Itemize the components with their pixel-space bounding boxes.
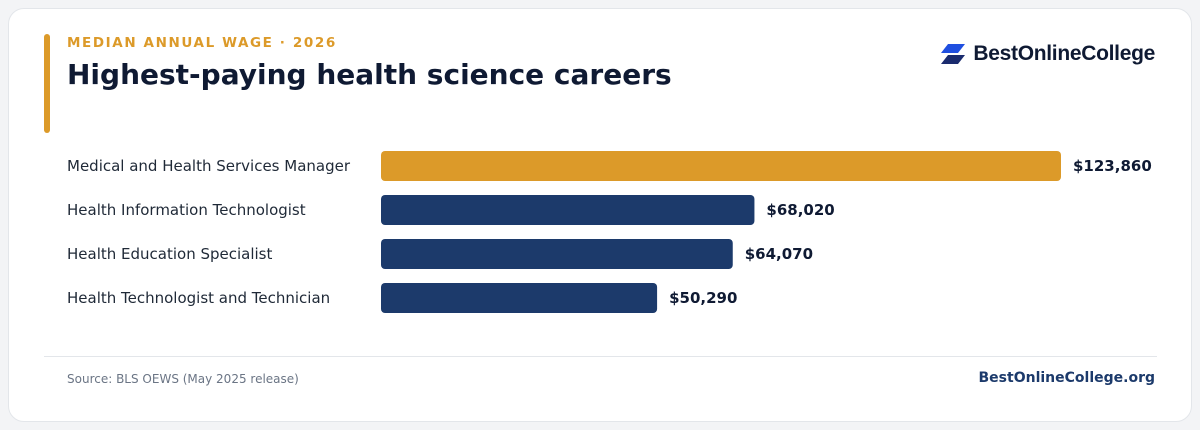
value-label: $64,070 — [745, 245, 813, 263]
bar-chart-svg: Medical and Health Services Manager $123,… — [67, 151, 1152, 313]
bar — [381, 195, 755, 225]
category-label: Health Education Specialist — [67, 245, 272, 263]
eyebrow-label: MEDIAN ANNUAL WAGE · 2026 — [67, 35, 337, 51]
chart-title: Highest-paying health science careers — [67, 58, 672, 91]
accent-bar — [44, 34, 50, 133]
site-link[interactable]: BestOnlineCollege.org — [978, 370, 1155, 386]
bar — [381, 283, 658, 313]
category-label: Health Information Technologist — [67, 201, 306, 219]
bar — [381, 151, 1061, 181]
value-label: $50,290 — [669, 289, 737, 307]
source-note: Source: BLS OEWS (May 2025 release) — [67, 372, 299, 386]
brand-logo: BestOnlineCollege — [941, 40, 1155, 68]
logo-text: BestOnlineCollege — [973, 42, 1155, 65]
bar-chart: Medical and Health Services Manager $123,… — [9, 139, 1193, 329]
footer-divider — [44, 356, 1157, 357]
chart-card: MEDIAN ANNUAL WAGE · 2026 Highest-paying… — [8, 8, 1192, 422]
category-label: Health Technologist and Technician — [67, 289, 330, 307]
category-label: Medical and Health Services Manager — [67, 157, 351, 175]
stacked-parallelogram-icon — [941, 44, 966, 64]
value-label: $123,860 — [1073, 157, 1152, 175]
bar — [381, 239, 733, 269]
value-label: $68,020 — [766, 201, 834, 219]
